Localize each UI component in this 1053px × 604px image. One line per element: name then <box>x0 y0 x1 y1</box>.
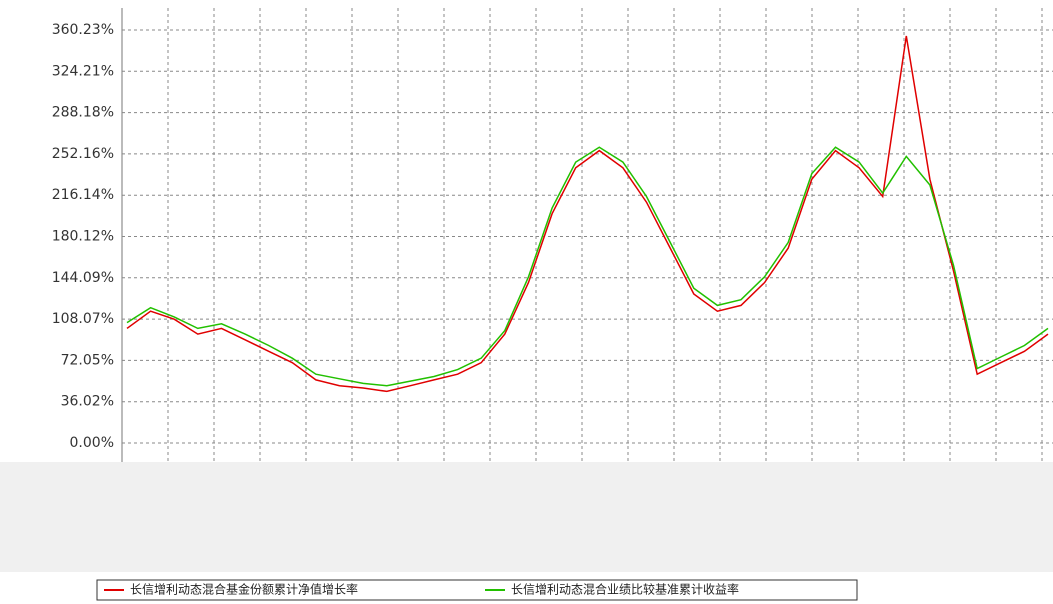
y-tick-label: 360.23% <box>52 22 114 38</box>
y-tick-label: 72.05% <box>61 352 114 368</box>
y-tick-label: 252.16% <box>52 146 114 162</box>
series-line <box>126 35 1049 393</box>
series-line <box>126 146 1049 387</box>
legend-label: 长信增利动态混合业绩比较基准累计收益率 <box>511 582 739 597</box>
y-tick-label: 144.09% <box>52 270 114 286</box>
legend-box <box>96 579 858 601</box>
y-tick-label: 0.00% <box>70 435 114 451</box>
x-axis-band <box>0 462 1053 572</box>
legend-label: 长信增利动态混合基金份额累计净值增长率 <box>130 582 358 597</box>
y-tick-label: 108.07% <box>52 311 114 327</box>
y-tick-label: 216.14% <box>52 187 114 203</box>
legend: 长信增利动态混合基金份额累计净值增长率 长信增利动态混合业绩比较基准累计收益率 <box>96 579 858 601</box>
y-tick-label: 324.21% <box>52 63 114 79</box>
y-tick-label: 288.18% <box>52 105 114 121</box>
y-tick-label: 36.02% <box>61 394 114 410</box>
y-tick-label: 180.12% <box>52 228 114 244</box>
